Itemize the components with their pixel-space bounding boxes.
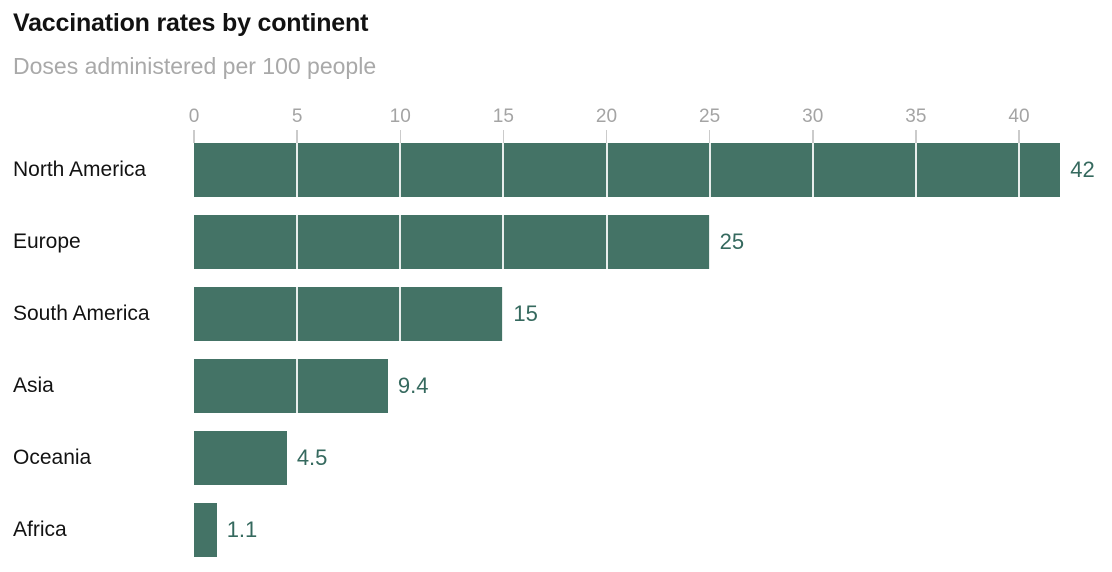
chart-subtitle: Doses administered per 100 people [13, 53, 377, 79]
bar-south-america [194, 287, 504, 341]
x-axis-tick-label-40: 40 [1008, 106, 1030, 127]
bar-africa [194, 503, 217, 557]
bar-asia [194, 359, 388, 413]
x-axis-tick-mark-35 [915, 130, 917, 143]
category-label-north-america: North America [13, 158, 147, 181]
bar-north-america [194, 143, 1061, 197]
x-axis-tick-mark-20 [605, 130, 608, 143]
category-label-africa: Africa [13, 518, 67, 541]
value-label-north-america: 42 [1070, 157, 1095, 182]
gridline-5 [296, 143, 299, 557]
x-axis-tick-label-30: 30 [802, 106, 824, 127]
gridline-40 [1018, 143, 1020, 557]
value-label-south-america: 15 [513, 301, 538, 326]
x-axis-tick-mark-10 [399, 130, 401, 143]
category-label-south-america: South America [13, 302, 150, 325]
bar-oceania [194, 431, 287, 485]
gridline-20 [605, 143, 608, 557]
x-axis-tick-mark-30 [812, 130, 814, 143]
x-axis-tick-mark-40 [1018, 130, 1020, 143]
gridline-30 [811, 143, 814, 557]
x-axis-tick-label-15: 15 [492, 106, 514, 127]
bar-europe [194, 215, 710, 269]
value-label-asia: 9.4 [397, 373, 429, 398]
category-label-europe: Europe [13, 230, 81, 253]
x-axis-tick-mark-5 [296, 130, 298, 143]
gridline-15 [502, 143, 505, 557]
x-axis-tick-label-20: 20 [595, 106, 618, 127]
x-axis-tick-mark-25 [708, 130, 711, 143]
x-axis-tick-label-5: 5 [291, 106, 303, 127]
x-axis-tick-mark-0 [193, 130, 195, 143]
gridline-35 [914, 143, 917, 557]
chart-title: Vaccination rates by continent [13, 9, 369, 37]
x-axis-tick-label-0: 0 [188, 106, 200, 127]
gridline-10 [399, 143, 402, 557]
category-label-oceania: Oceania [13, 446, 92, 469]
value-label-europe: 25 [719, 229, 745, 254]
value-label-africa: 1.1 [226, 517, 258, 542]
x-axis-tick-label-35: 35 [905, 106, 927, 127]
value-label-oceania: 4.5 [296, 445, 328, 470]
x-axis-tick-mark-15 [502, 130, 505, 143]
x-axis-tick-label-10: 10 [389, 106, 411, 127]
category-label-asia: Asia [13, 374, 54, 397]
x-axis-tick-label-25: 25 [699, 106, 721, 127]
gridline-25 [708, 143, 711, 557]
